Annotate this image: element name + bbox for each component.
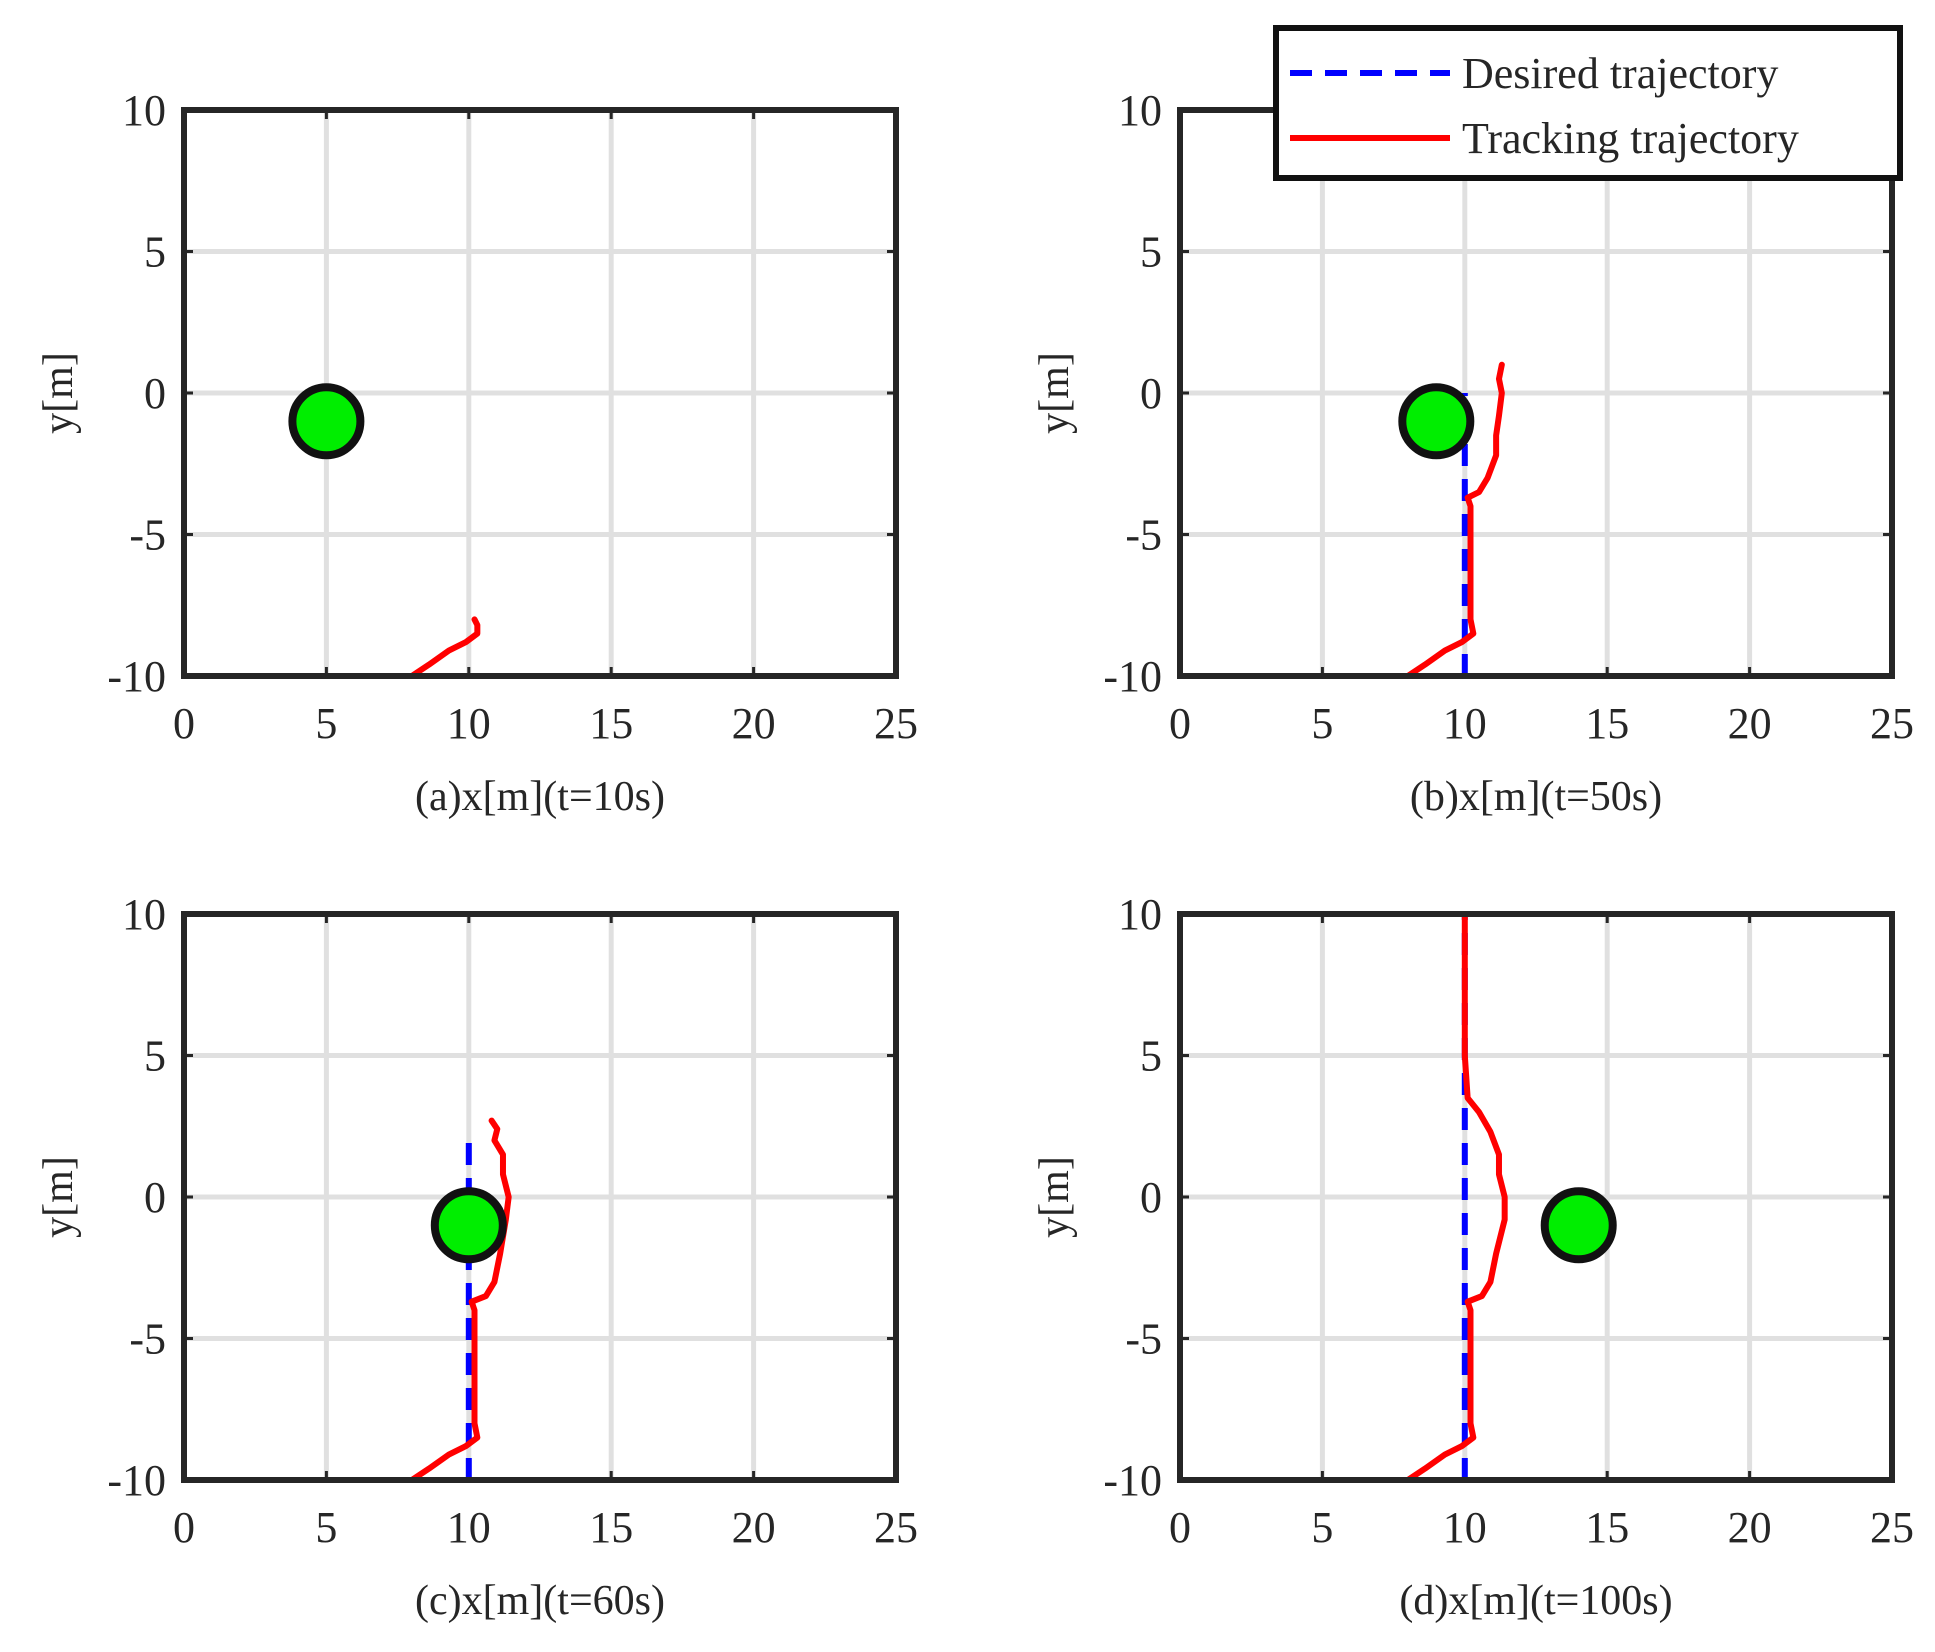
y-tick-label: -5: [129, 511, 166, 560]
y-tick-label: -10: [1103, 1456, 1162, 1505]
y-axis-label: y[m]: [1032, 352, 1078, 434]
y-tick-label: -10: [1103, 652, 1162, 701]
y-tick-label: -5: [1125, 511, 1162, 560]
y-tick-label: -10: [107, 652, 166, 701]
target-marker: [1398, 383, 1475, 460]
y-tick-label: 5: [1140, 228, 1162, 277]
y-tick-label: 10: [1118, 890, 1162, 939]
tracking-trajectory-line: [1404, 361, 1505, 679]
axes-frame: [181, 107, 899, 679]
panel-d: 0 5 10 15 20 25 -10 -5 0 5 10 (d)x[m](t=100s) y[m]: [1032, 890, 1914, 1624]
target-marker: [430, 1187, 507, 1264]
tracking-trajectory-line: [1404, 911, 1508, 1483]
y-tick-label: 5: [144, 1032, 166, 1081]
y-tick-label: -5: [129, 1315, 166, 1364]
x-tick-label: 10: [447, 699, 491, 748]
tracking-trajectory-line: [408, 616, 481, 679]
tracking-trajectory-line: [408, 1117, 512, 1483]
x-tick-label: 25: [874, 1503, 918, 1552]
x-tick-label: 25: [1870, 1503, 1914, 1552]
x-tick-label: 15: [589, 699, 633, 748]
x-tick-label: 15: [1585, 1503, 1629, 1552]
x-tick-label: 5: [1311, 699, 1333, 748]
x-tick-label: 20: [732, 1503, 776, 1552]
x-tick-label: 0: [1169, 1503, 1191, 1552]
y-tick-label: 0: [1140, 1173, 1162, 1222]
x-tick-label: 5: [315, 1503, 337, 1552]
axes-frame: [181, 911, 899, 1483]
y-axis-label: y[m]: [1032, 1156, 1078, 1238]
x-axis-label: (d)x[m](t=100s): [1399, 1578, 1672, 1624]
x-tick-label: 10: [447, 1503, 491, 1552]
x-axis-label: (a)x[m](t=10s): [415, 774, 665, 820]
x-tick-label: 15: [589, 1503, 633, 1552]
target-marker: [288, 383, 365, 460]
x-axis-label: (c)x[m](t=60s): [415, 1578, 665, 1624]
x-tick-label: 20: [1728, 699, 1772, 748]
panel-b: 0 5 10 15 20 25 -10 -5 0 5 10 (b)x[m](t=50s) y[m]: [1032, 86, 1914, 820]
legend: Desired trajectory Tracking trajectory: [1273, 25, 1903, 181]
y-tick-label: -5: [1125, 1315, 1162, 1364]
y-tick-label: 10: [122, 890, 166, 939]
x-tick-label: 20: [1728, 1503, 1772, 1552]
y-tick-label: -10: [107, 1456, 166, 1505]
y-tick-label: 0: [144, 1173, 166, 1222]
legend-tracking-label: Tracking trajectory: [1462, 114, 1799, 163]
x-tick-label: 10: [1443, 699, 1487, 748]
panel-c: 0 5 10 15 20 25 -10 -5 0 5 10 (c)x[m](t=60s) y[m]: [36, 890, 918, 1624]
x-tick-label: 5: [315, 699, 337, 748]
y-tick-label: 0: [1140, 369, 1162, 418]
x-tick-label: 0: [173, 699, 195, 748]
y-axis-label: y[m]: [36, 352, 82, 434]
y-tick-label: 5: [144, 228, 166, 277]
y-tick-label: 10: [122, 86, 166, 135]
x-tick-label: 15: [1585, 699, 1629, 748]
x-tick-label: 5: [1311, 1503, 1333, 1552]
y-tick-label: 10: [1118, 86, 1162, 135]
x-tick-label: 10: [1443, 1503, 1487, 1552]
y-tick-label: 5: [1140, 1032, 1162, 1081]
y-axis-label: y[m]: [36, 1156, 82, 1238]
target-marker: [1540, 1187, 1617, 1264]
x-tick-label: 0: [173, 1503, 195, 1552]
y-tick-label: 0: [144, 369, 166, 418]
x-axis-label: (b)x[m](t=50s): [1410, 774, 1662, 820]
x-tick-label: 0: [1169, 699, 1191, 748]
axes-frame: [1177, 911, 1895, 1483]
legend-desired-label: Desired trajectory: [1462, 49, 1778, 98]
x-tick-label: 25: [874, 699, 918, 748]
x-tick-label: 25: [1870, 699, 1914, 748]
panel-a: 0 5 10 15 20 25 -10 -5 0 5 10 (a)x[m](t=10s) y[m]: [36, 86, 918, 820]
x-tick-label: 20: [732, 699, 776, 748]
legend-box: [1273, 25, 1903, 181]
